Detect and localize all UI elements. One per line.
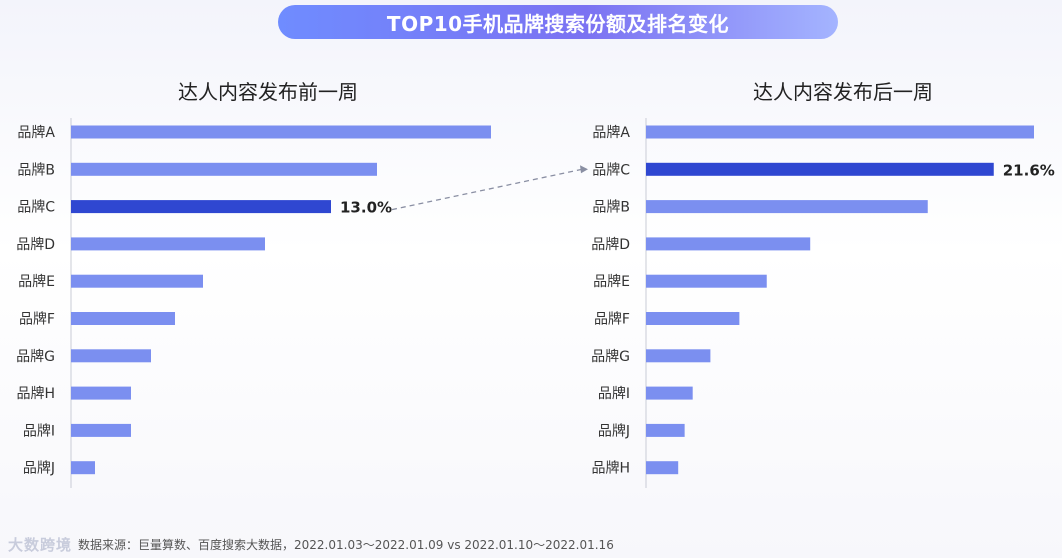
source-note: 数据来源：巨量算数、百度搜索大数据，2022.01.03～2022.01.09 … — [78, 538, 614, 552]
right-bar-8 — [646, 423, 685, 437]
left-category-label-4: 品牌E — [18, 273, 55, 290]
left-category-label-8: 品牌I — [23, 422, 55, 439]
left-bar-7 — [71, 386, 131, 400]
rank-change-arrow-head — [580, 165, 588, 174]
right-bar-2 — [646, 200, 928, 214]
right-category-label-8: 品牌J — [598, 422, 630, 439]
left-category-label-3: 品牌D — [16, 236, 55, 253]
left-category-label-7: 品牌H — [16, 385, 55, 402]
right-chart-subtitle: 达人内容发布后一周 — [753, 80, 933, 104]
right-bar-5 — [646, 312, 740, 325]
footer: 大数跨境 数据来源：巨量算数、百度搜索大数据，2022.01.03～2022.0… — [8, 534, 614, 555]
left-bar-6 — [71, 349, 151, 363]
left-category-label-9: 品牌J — [23, 460, 55, 477]
right-bar-6 — [646, 349, 711, 363]
left-bar-1 — [71, 162, 377, 176]
right-data-label-1: 21.6% — [1003, 161, 1055, 179]
right-bar-3 — [646, 237, 811, 251]
right-category-label-4: 品牌E — [593, 273, 630, 290]
left-category-label-1: 品牌B — [17, 161, 55, 178]
right-category-label-0: 品牌A — [592, 124, 630, 141]
left-category-label-5: 品牌F — [19, 311, 55, 328]
left-chart-subtitle: 达人内容发布前一周 — [178, 80, 358, 104]
left-category-label-6: 品牌G — [16, 348, 55, 365]
right-category-label-1: 品牌C — [592, 161, 630, 178]
right-category-label-9: 品牌H — [591, 460, 630, 477]
left-category-label-2: 品牌C — [17, 199, 55, 216]
right-category-label-3: 品牌D — [591, 236, 630, 253]
right-bar-7 — [646, 386, 693, 400]
right-category-label-7: 品牌I — [598, 385, 630, 402]
left-category-label-0: 品牌A — [17, 124, 55, 141]
rank-change-arrow-line — [391, 168, 583, 211]
left-bar-2 — [71, 200, 331, 214]
chart-title: TOP10手机品牌搜索份额及排名变化 — [278, 5, 838, 39]
right-bar-0 — [646, 125, 1034, 139]
left-bar-3 — [71, 237, 265, 251]
right-bar-9 — [646, 461, 679, 475]
right-category-label-2: 品牌B — [592, 199, 630, 216]
right-category-label-6: 品牌G — [591, 348, 630, 365]
left-bar-0 — [71, 125, 491, 139]
right-bar-4 — [646, 274, 767, 288]
left-data-label-2: 13.0% — [340, 199, 392, 217]
watermark-logo: 大数跨境 — [8, 536, 73, 554]
left-bar-9 — [71, 461, 95, 475]
right-category-label-5: 品牌F — [594, 311, 630, 328]
right-bar-1 — [646, 162, 994, 176]
left-bar-8 — [71, 423, 131, 437]
left-bar-5 — [71, 312, 175, 325]
left-bar-4 — [71, 274, 203, 288]
